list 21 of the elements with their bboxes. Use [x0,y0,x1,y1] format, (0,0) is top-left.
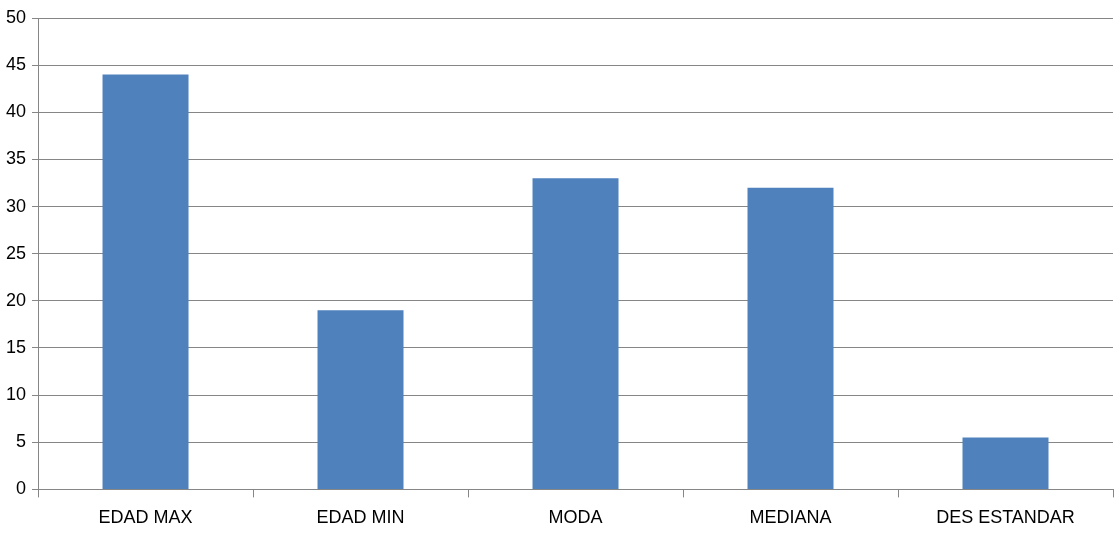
y-tick-label: 25 [5,242,27,263]
y-tick-label: 35 [5,148,27,169]
y-tick-label: 30 [5,195,27,216]
y-tick-label: 45 [5,54,27,75]
bar [747,187,834,489]
x-tick-label: DES ESTANDAR [936,507,1075,528]
y-tick-label: 5 [16,431,27,452]
y-tick-label: 50 [5,6,27,27]
bar [532,178,619,489]
y-tick-label: 10 [5,384,27,405]
y-tick-label: 15 [5,336,27,357]
x-tick-label: MEDIANA [749,507,832,528]
x-tick-label: EDAD MAX [98,507,193,528]
x-tick-label: EDAD MIN [316,507,405,528]
x-tick-label: MODA [548,507,603,528]
y-tick-label: 40 [5,101,27,122]
y-tick-label: 0 [16,478,27,499]
bar [102,74,189,489]
y-tick-label: 20 [5,289,27,310]
bar [317,310,404,489]
bar [962,437,1049,489]
